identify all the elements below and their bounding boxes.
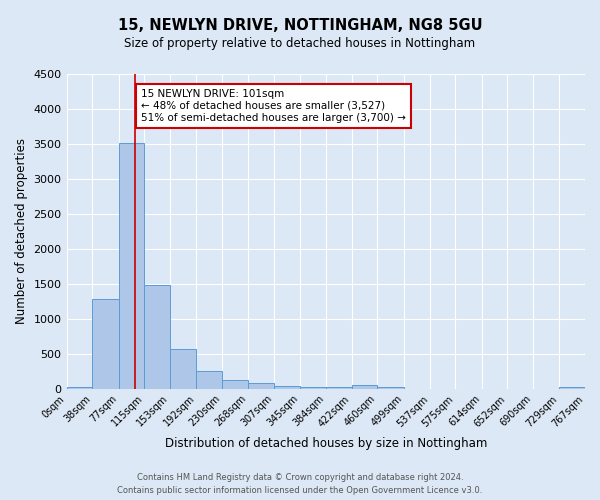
Bar xyxy=(119,142,144,389)
Bar xyxy=(67,386,92,389)
Text: Contains public sector information licensed under the Open Government Licence v3: Contains public sector information licen… xyxy=(118,486,482,495)
Bar xyxy=(274,386,300,389)
Bar xyxy=(92,300,119,389)
Bar xyxy=(248,383,274,389)
Text: Size of property relative to detached houses in Nottingham: Size of property relative to detached ho… xyxy=(124,38,476,51)
Y-axis label: Number of detached properties: Number of detached properties xyxy=(15,138,28,324)
Bar xyxy=(170,349,196,389)
Bar xyxy=(222,380,248,389)
Bar xyxy=(326,386,352,389)
Text: 15 NEWLYN DRIVE: 101sqm
← 48% of detached houses are smaller (3,527)
51% of semi: 15 NEWLYN DRIVE: 101sqm ← 48% of detache… xyxy=(141,90,406,122)
Text: 15, NEWLYN DRIVE, NOTTINGHAM, NG8 5GU: 15, NEWLYN DRIVE, NOTTINGHAM, NG8 5GU xyxy=(118,18,482,32)
Bar xyxy=(144,286,170,389)
Bar xyxy=(377,386,404,389)
Bar xyxy=(352,386,377,389)
Bar xyxy=(559,386,585,389)
Text: Contains HM Land Registry data © Crown copyright and database right 2024.: Contains HM Land Registry data © Crown c… xyxy=(137,474,463,482)
Bar xyxy=(300,386,326,389)
X-axis label: Distribution of detached houses by size in Nottingham: Distribution of detached houses by size … xyxy=(164,437,487,450)
Bar xyxy=(196,372,222,389)
